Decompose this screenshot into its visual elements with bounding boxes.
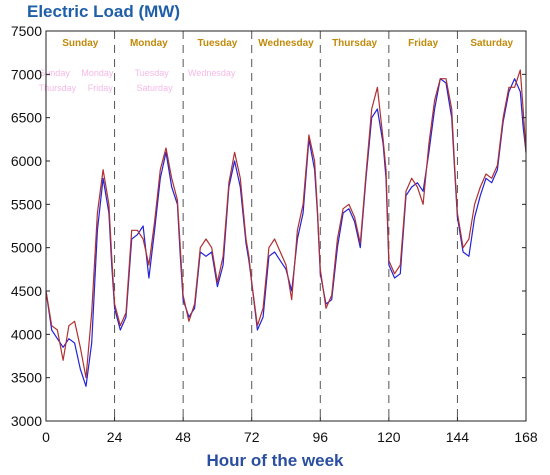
day-label: Saturday	[470, 38, 513, 49]
ghost-day-label: Friday	[88, 83, 114, 93]
y-tick-label: 6500	[11, 110, 42, 126]
chart-title: Electric Load (MW)	[27, 2, 181, 21]
day-label: Tuesday	[198, 38, 238, 49]
y-tick-label: 3500	[11, 370, 42, 386]
x-tick-label: 24	[107, 429, 123, 445]
day-label: Friday	[408, 38, 438, 49]
ghost-day-label: Thursday	[39, 83, 77, 93]
y-axis: 3000 3500 4000 4500 5000 5500 6000 6500 7000 7500	[11, 23, 526, 429]
day-label: Thursday	[332, 38, 377, 49]
x-tick-label: 120	[377, 429, 401, 445]
series-group	[45, 69, 527, 387]
day-label: Sunday	[62, 38, 99, 49]
x-axis: 0 24 48 72 96 120 144 168	[42, 417, 538, 445]
day-labels: Sunday Monday Tuesday Wednesday Thursday Frid…	[62, 38, 513, 49]
y-tick-label: 4500	[11, 283, 42, 299]
x-tick-label: 168	[514, 429, 538, 445]
day-label: Wednesday	[258, 38, 314, 49]
y-tick-label: 3000	[11, 413, 42, 429]
ghost-day-label: Saturday	[137, 83, 174, 93]
x-axis-label: Hour of the week	[206, 451, 344, 470]
y-tick-label: 5000	[11, 240, 42, 256]
x-tick-label: 144	[446, 429, 470, 445]
ghost-day-label: Wednesday	[188, 68, 236, 78]
series-line-1	[45, 78, 527, 387]
day-dividers	[114, 31, 527, 421]
y-tick-label: 7000	[11, 66, 42, 82]
series-line-2	[45, 69, 527, 379]
plot-frame	[45, 30, 527, 422]
y-tick-label: 6000	[11, 153, 42, 169]
ghost-day-labels: Sunday Monday Tuesday Wednesday Thursday Frid…	[39, 68, 236, 93]
ghost-day-label: Sunday	[39, 68, 70, 78]
y-tick-label: 4000	[11, 326, 42, 342]
x-tick-label: 48	[175, 429, 191, 445]
y-tick-label: 7500	[11, 23, 42, 39]
ghost-day-label: Monday	[81, 68, 114, 78]
y-tick-label: 5500	[11, 196, 42, 212]
x-tick-label: 96	[312, 429, 328, 445]
day-label: Monday	[130, 38, 168, 49]
x-tick-label: 72	[244, 429, 260, 445]
ghost-day-label: Tuesday	[135, 68, 170, 78]
x-tick-label: 0	[42, 429, 50, 445]
